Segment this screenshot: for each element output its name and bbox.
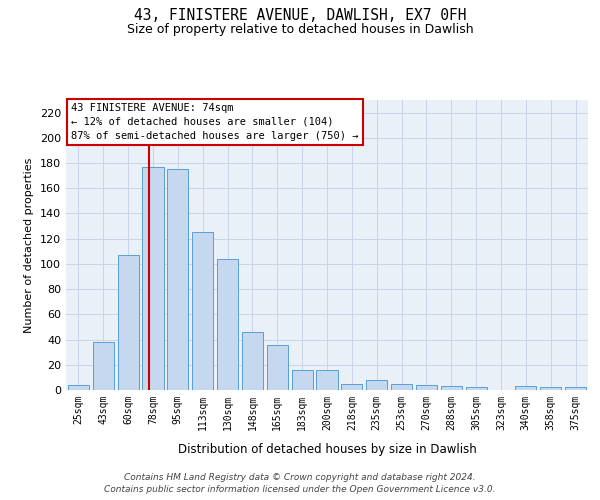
Bar — [540, 388, 561, 390]
Bar — [515, 386, 536, 390]
Bar — [68, 385, 89, 390]
Text: Contains HM Land Registry data © Crown copyright and database right 2024.
Contai: Contains HM Land Registry data © Crown c… — [104, 472, 496, 494]
Bar — [366, 380, 387, 390]
Bar — [142, 167, 164, 390]
Y-axis label: Number of detached properties: Number of detached properties — [25, 158, 34, 332]
Bar — [217, 259, 238, 390]
Text: 43, FINISTERE AVENUE, DAWLISH, EX7 0FH: 43, FINISTERE AVENUE, DAWLISH, EX7 0FH — [134, 8, 466, 22]
Text: 43 FINISTERE AVENUE: 74sqm
← 12% of detached houses are smaller (104)
87% of sem: 43 FINISTERE AVENUE: 74sqm ← 12% of deta… — [71, 103, 359, 141]
Bar — [466, 388, 487, 390]
Text: Distribution of detached houses by size in Dawlish: Distribution of detached houses by size … — [178, 442, 476, 456]
Bar — [192, 232, 213, 390]
Bar — [118, 255, 139, 390]
Bar — [167, 170, 188, 390]
Bar — [341, 384, 362, 390]
Bar — [292, 370, 313, 390]
Bar — [242, 332, 263, 390]
Bar — [416, 385, 437, 390]
Bar — [267, 344, 288, 390]
Bar — [391, 384, 412, 390]
Bar — [565, 388, 586, 390]
Bar — [316, 370, 338, 390]
Bar — [93, 342, 114, 390]
Bar — [441, 386, 462, 390]
Text: Size of property relative to detached houses in Dawlish: Size of property relative to detached ho… — [127, 22, 473, 36]
